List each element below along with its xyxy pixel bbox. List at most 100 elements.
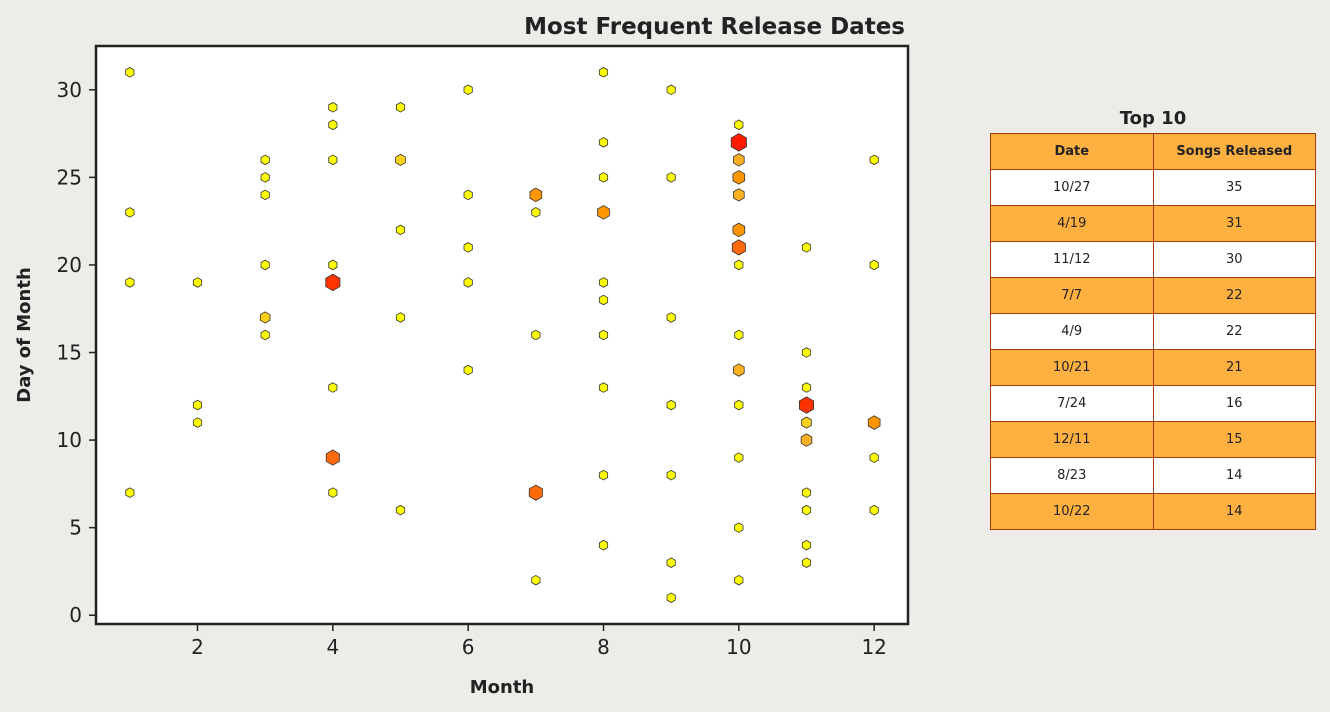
- data-point: [125, 67, 135, 78]
- data-point: [801, 487, 812, 498]
- data-point: [801, 242, 812, 253]
- data-point: [463, 189, 473, 201]
- cell-date: 10/22: [990, 493, 1154, 530]
- data-point: [325, 449, 340, 466]
- data-point: [801, 416, 812, 429]
- top-10-table: Date Songs Released 10/27 35 4/19 31 11/12 30…: [990, 133, 1316, 530]
- x-tick-label: 12: [861, 635, 886, 659]
- data-point: [734, 574, 744, 586]
- cell-songs-released: 31: [1152, 205, 1316, 242]
- data-point: [666, 592, 676, 603]
- data-point: [192, 399, 203, 411]
- data-point: [328, 102, 338, 113]
- data-point: [531, 574, 541, 586]
- data-point: [598, 329, 609, 341]
- data-point: [801, 382, 812, 393]
- cell-date: 10/27: [990, 169, 1154, 206]
- data-point: [528, 484, 543, 501]
- data-point: [531, 207, 541, 218]
- y-axis-ticks: 0 5 10 15 20 25 30: [57, 78, 96, 627]
- data-point: [192, 277, 203, 288]
- y-tick-label: 0: [69, 603, 82, 627]
- data-point: [733, 153, 745, 167]
- cell-date: 12/11: [990, 421, 1154, 458]
- data-point: [598, 382, 609, 393]
- x-tick-label: 8: [597, 635, 610, 659]
- cell-date: 4/9: [990, 313, 1154, 350]
- data-point: [800, 433, 813, 447]
- table-row: 11/12 30: [990, 241, 1316, 278]
- y-tick-label: 30: [57, 78, 82, 102]
- data-point: [598, 277, 609, 288]
- data-point: [328, 382, 338, 393]
- data-point: [734, 522, 744, 533]
- data-point: [734, 259, 744, 271]
- data-point: [734, 399, 744, 411]
- cell-songs-released: 14: [1152, 493, 1316, 530]
- data-point: [328, 119, 338, 131]
- plot-area: [94, 44, 910, 626]
- data-point: [395, 312, 406, 323]
- x-tick-label: 4: [326, 635, 339, 659]
- data-point: [732, 222, 746, 238]
- data-point: [867, 415, 881, 430]
- cell-songs-released: 35: [1152, 169, 1316, 206]
- data-point: [869, 259, 879, 271]
- table-row: 10/27 35: [990, 169, 1316, 206]
- data-point: [666, 469, 676, 481]
- data-point: [666, 557, 676, 568]
- data-point: [125, 207, 135, 218]
- data-point: [328, 259, 338, 271]
- data-point: [731, 239, 746, 256]
- scatter-chart: 2 4 6 8 10 12 0 5 10 15 20 25 30 Most Frequent Rele…: [14, 14, 910, 698]
- data-point: [463, 84, 473, 96]
- data-point: [260, 172, 270, 183]
- data-point: [734, 452, 744, 463]
- data-point: [598, 294, 609, 306]
- table-row: 8/23 14: [990, 457, 1316, 494]
- column-header-songs-released: Songs Released: [1152, 133, 1316, 170]
- data-point: [328, 154, 338, 166]
- x-tick-label: 10: [726, 635, 751, 659]
- data-point: [801, 557, 812, 568]
- cell-date: 11/12: [990, 241, 1154, 278]
- cell-songs-released: 22: [1152, 277, 1316, 314]
- data-point: [260, 259, 270, 271]
- data-point: [395, 224, 406, 236]
- data-point: [666, 312, 676, 323]
- data-point: [598, 539, 609, 551]
- y-tick-label: 10: [57, 428, 82, 452]
- data-point: [869, 452, 879, 463]
- data-point: [529, 187, 543, 203]
- data-point: [734, 119, 744, 131]
- y-axis-label: Day of Month: [14, 267, 35, 403]
- data-point: [192, 417, 203, 428]
- cell-songs-released: 22: [1152, 313, 1316, 350]
- cell-date: 4/19: [990, 205, 1154, 242]
- table-row: 7/24 16: [990, 385, 1316, 422]
- table-row: 12/11 15: [990, 421, 1316, 458]
- table-title: Top 10: [1119, 108, 1187, 129]
- data-point: [666, 399, 676, 411]
- data-point: [734, 329, 744, 341]
- cell-date: 7/24: [990, 385, 1154, 422]
- data-point: [598, 172, 609, 183]
- x-axis-ticks: 2 4 6 8 10 12: [191, 624, 887, 659]
- data-point: [666, 172, 676, 183]
- y-tick-label: 20: [57, 253, 82, 277]
- data-point: [463, 277, 473, 288]
- cell-songs-released: 30: [1152, 241, 1316, 278]
- cell-date: 7/7: [990, 277, 1154, 314]
- data-point: [463, 242, 473, 253]
- data-point: [125, 277, 135, 288]
- data-point: [801, 347, 812, 358]
- data-point: [125, 487, 135, 498]
- data-point: [328, 487, 338, 498]
- y-tick-label: 5: [69, 516, 82, 540]
- chart-title: Most Frequent Release Dates: [524, 14, 905, 40]
- data-point: [260, 154, 270, 166]
- data-point: [666, 84, 676, 96]
- x-axis-label: Month: [470, 677, 535, 698]
- data-point: [531, 329, 541, 341]
- cell-songs-released: 16: [1152, 385, 1316, 422]
